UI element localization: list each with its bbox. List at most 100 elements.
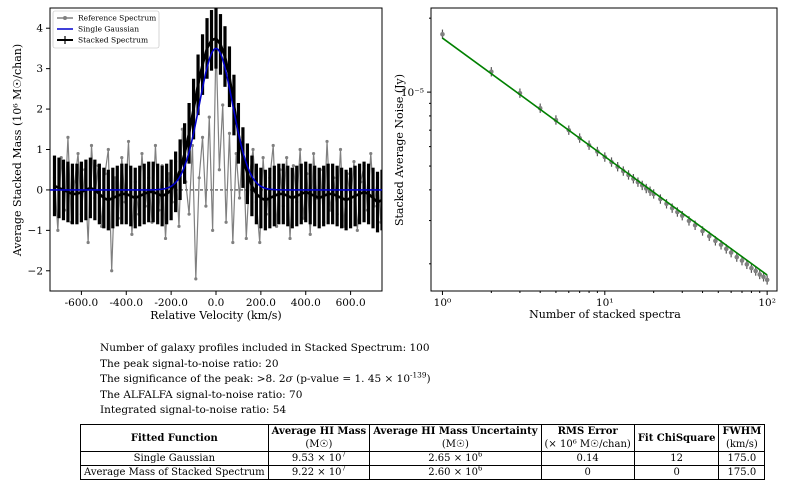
stacked-spectrum-line — [53, 36, 382, 204]
x-tick-label: 200.0 — [246, 297, 276, 309]
noise-chart: 10⁰ 10¹ 10² 10⁻⁵ Number of stacked spectra… — [393, 7, 778, 321]
peak-significance: The significance of the peak: >8. 2σ (p-… — [100, 370, 431, 388]
y-tick-label: 2 — [36, 104, 43, 116]
uncertainty-base: 2.60 × 10 — [428, 467, 478, 478]
cell-fitted-function: Single Gaussian — [80, 451, 269, 466]
x-tick-label: -600.0 — [65, 297, 99, 309]
y-tick-label: 0 — [36, 184, 43, 196]
significance-prefix: The significance of the peak: >8. 2 — [100, 373, 286, 385]
legend: Reference Spectrum Single Gaussian Stack… — [52, 10, 160, 49]
reference-spectrum-point — [237, 196, 242, 200]
reference-spectrum-point — [298, 147, 302, 152]
reference-spectrum-line — [53, 40, 382, 279]
header-fitted-function: Fitted Function — [80, 424, 269, 452]
reference-spectrum-point — [106, 147, 110, 152]
cell-fit-chisquare: 12 — [633, 451, 720, 466]
mass-base: 9.22 × 10 — [291, 467, 342, 478]
cell-fwhm: 175.0 — [718, 451, 766, 466]
reference-spectrum-point — [291, 164, 295, 168]
profiles-count: Number of galaxy profiles included in St… — [100, 342, 430, 354]
y-tick-label: −1 — [28, 225, 43, 237]
noise-point — [749, 265, 754, 271]
cell-hi-mass-uncertainty: 2.65 × 106 — [369, 450, 542, 466]
header-rms-error: RMS Error (× 10⁶ M☉/chan) — [540, 424, 635, 452]
header-rms-label: RMS Error — [557, 426, 618, 437]
table-row: Average Mass of Stacked Spectrum 9.22 × … — [80, 464, 766, 480]
header-hi-mass: Average HI Mass (M☉) — [267, 424, 371, 452]
reference-spectrum-point — [338, 147, 343, 152]
reference-spectrum-point — [325, 139, 329, 144]
reference-spectrum-point — [163, 236, 168, 241]
reference-spectrum-point — [311, 151, 316, 156]
reference-spectrum-point — [224, 220, 228, 224]
single-gaussian-line — [50, 47, 382, 191]
reference-spectrum-point — [308, 232, 312, 236]
reference-spectrum-point — [271, 143, 275, 148]
noise-point — [761, 274, 766, 280]
noise-point — [757, 272, 763, 277]
peak-snr: The peak signal-to-noise ratio: 20 — [100, 357, 279, 370]
legend-gaussian-label: Single Gaussian — [78, 25, 139, 34]
table-header-row: Fitted Function Average HI Mass (M☉) Aver… — [80, 424, 766, 452]
integrated-snr: Integrated signal-to-noise ratio: 54 — [100, 404, 287, 416]
reference-spectrum-point — [153, 143, 158, 148]
x-axis-label: Relative Velocity (km/s) — [150, 309, 281, 322]
noise-point — [734, 254, 740, 260]
plot-frame — [430, 7, 778, 292]
x-tick-label: -400.0 — [109, 297, 143, 309]
reference-spectrum-point — [258, 240, 262, 245]
cell-fit-chisquare: 0 — [633, 465, 720, 480]
reference-spectrum-point — [120, 155, 124, 160]
reference-spectrum-point — [227, 131, 232, 135]
reference-spectrum-point — [66, 135, 70, 139]
reference-spectrum-point — [110, 269, 114, 273]
y-axis-label: Average Stacked Mass (10⁶ M☉/chan) — [11, 44, 24, 257]
reference-spectrum-point — [261, 155, 265, 160]
cell-hi-mass: 9.22 × 107 — [267, 464, 371, 480]
x-tick-label: 400.0 — [291, 297, 321, 309]
noise-point — [739, 258, 745, 263]
stats-panel: Number of galaxy profiles included in St… — [100, 341, 431, 419]
y-axis-label: Stacked Average Noise (Jy) — [393, 74, 406, 226]
uncertainty-exponent: 6 — [477, 450, 483, 459]
reference-spectrum-point — [231, 240, 235, 245]
header-fwhm-label: FWHM — [722, 426, 762, 437]
stacked-spectrum-chart: -600.0 -400.0 -200.0 0.0 200.0 400.0 600.0 −2 −… — [11, 7, 383, 322]
x-tick-label: 10¹ — [596, 297, 614, 309]
noise-point — [706, 233, 712, 239]
reference-spectrum-point — [369, 151, 373, 156]
reference-spectrum-point — [217, 168, 221, 172]
x-tick-label: 10⁰ — [434, 297, 452, 309]
table-row: Single Gaussian 9.53 × 107 2.65 × 106 0.… — [80, 450, 766, 466]
legend-reference-label: Reference Spectrum — [78, 14, 156, 23]
legend-reference-marker — [63, 16, 67, 20]
noise-point — [764, 277, 770, 283]
uncertainty-base: 2.65 × 10 — [428, 453, 478, 464]
reference-spectrum-point — [244, 236, 248, 241]
reference-spectrum-point — [130, 232, 134, 236]
cell-hi-mass: 9.53 × 107 — [267, 451, 371, 466]
x-tick-label: -200.0 — [154, 297, 188, 309]
reference-spectrum-point — [204, 204, 208, 208]
reference-spectrum-point — [140, 151, 144, 156]
x-tick-label: 10² — [758, 297, 776, 309]
alfalfa-snr: The ALFALFA signal-to-noise ratio: 70 — [100, 388, 303, 401]
legend-stacked-label: Stacked Spectrum — [78, 36, 148, 45]
header-fwhm: FWHM (km/s) — [718, 424, 766, 452]
y-tick-label: 1 — [36, 144, 43, 156]
reference-spectrum-point — [197, 176, 201, 180]
reference-spectrum-point — [251, 147, 255, 152]
noise-point — [440, 31, 445, 37]
uncertainty-exponent: 6 — [477, 464, 483, 473]
header-rms-unit: (× 10⁶ M☉/chan) — [544, 439, 631, 450]
mass-exponent: 7 — [341, 464, 347, 473]
header-fit-chisquare: Fit ChiSquare — [633, 424, 720, 452]
expected-noise-line — [441, 37, 768, 276]
noise-point — [744, 262, 750, 267]
reference-spectrum-point — [207, 115, 211, 119]
noise-point — [700, 228, 705, 234]
header-uncertainty-label: Average HI Mass Uncertainty — [373, 426, 538, 437]
header-hi-mass-uncertainty: Average HI Mass Uncertainty (M☉) — [369, 424, 542, 452]
pvalue-exponent: -139 — [410, 370, 427, 380]
cell-fwhm: 175.0 — [718, 465, 766, 480]
